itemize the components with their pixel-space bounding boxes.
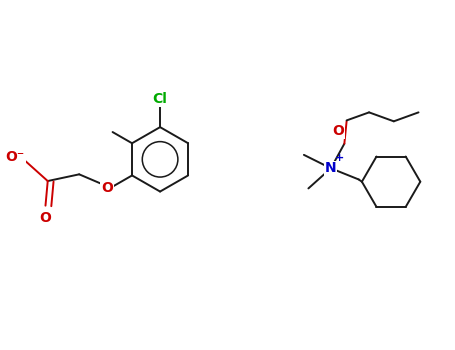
Text: O: O <box>101 181 113 195</box>
Text: O: O <box>40 211 51 225</box>
Text: N: N <box>325 161 337 175</box>
Text: O⁻: O⁻ <box>6 150 25 164</box>
Text: Cl: Cl <box>152 92 167 106</box>
Text: O: O <box>333 124 344 138</box>
Text: +: + <box>335 153 344 163</box>
